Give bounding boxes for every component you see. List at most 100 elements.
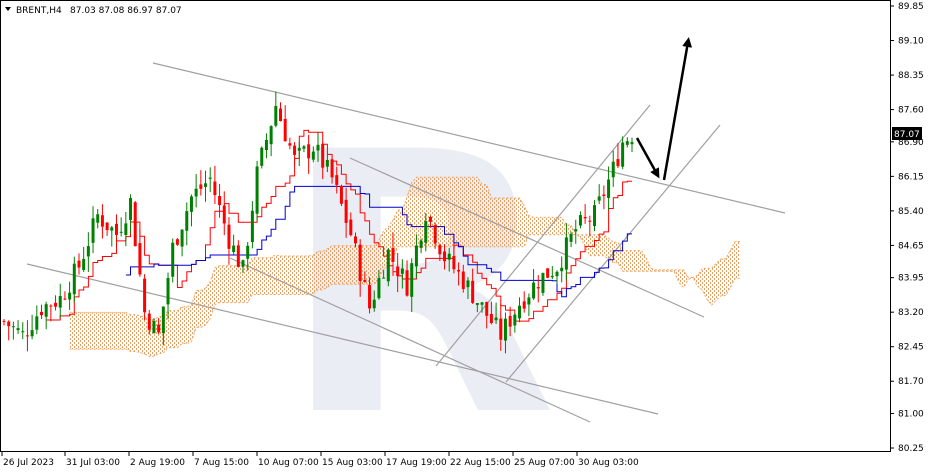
- candle: [236, 240, 240, 268]
- candle: [114, 214, 118, 243]
- candle: [227, 217, 231, 265]
- candle: [532, 269, 536, 300]
- dropdown-triangle-icon[interactable]: [5, 7, 11, 11]
- candle: [250, 201, 254, 249]
- symbol-timeframe[interactable]: BRENT,H4: [16, 6, 62, 16]
- candle: [386, 248, 390, 287]
- candle: [499, 304, 503, 351]
- candle: [152, 318, 156, 334]
- candle: [68, 281, 72, 310]
- candle: [611, 150, 615, 187]
- current-price-label: 87.07: [892, 127, 922, 140]
- candle: [189, 194, 193, 227]
- candle: [372, 290, 376, 312]
- candle: [358, 239, 362, 297]
- y-tick-label: 88.35: [898, 71, 924, 81]
- candle: [180, 229, 184, 257]
- candle: [302, 144, 306, 153]
- candle: [82, 246, 86, 273]
- candle: [602, 185, 606, 210]
- current-price-text: 87.07: [894, 130, 920, 140]
- candle: [39, 304, 43, 319]
- candle: [503, 312, 507, 354]
- candle: [466, 277, 470, 299]
- candle: [321, 141, 325, 180]
- candle: [21, 322, 25, 340]
- candle: [7, 320, 11, 341]
- plot-frame: [0, 0, 891, 452]
- candle: [283, 105, 287, 142]
- candle: [522, 291, 526, 313]
- candle: [578, 211, 582, 229]
- candle: [86, 232, 90, 273]
- candle: [30, 314, 34, 340]
- candle: [199, 170, 203, 196]
- candle: [255, 160, 259, 221]
- chart-header: BRENT,H4 87.03 87.08 86.97 87.07: [5, 6, 182, 16]
- candle: [508, 306, 512, 337]
- candle: [110, 225, 114, 247]
- candle: [400, 259, 404, 289]
- candle: [363, 271, 367, 283]
- y-tick-label: 84.65: [898, 241, 924, 251]
- trend-line: [26, 263, 659, 415]
- ohlc-values: 87.03 87.08 86.97 87.07: [70, 6, 182, 16]
- candle: [513, 313, 517, 333]
- y-tick-label: 81.70: [898, 377, 924, 387]
- x-tick-label: 7 Aug 15:00: [194, 458, 249, 468]
- candle: [405, 260, 409, 297]
- candlestick-series: [2, 91, 634, 354]
- candle: [246, 242, 250, 271]
- candle: [185, 202, 189, 246]
- candle: [204, 170, 208, 202]
- candle: [157, 318, 161, 335]
- x-tick-label: 10 Aug 07:00: [258, 458, 319, 468]
- candle: [232, 234, 236, 255]
- y-tick-label: 85.40: [898, 207, 924, 217]
- candle: [485, 301, 489, 329]
- candle: [35, 305, 39, 335]
- candle: [72, 256, 76, 303]
- tenkan-sen-line: [46, 129, 632, 322]
- candle: [489, 301, 493, 325]
- candle: [161, 306, 165, 346]
- candle: [264, 133, 268, 159]
- senkou-span-b: [69, 234, 740, 357]
- candle: [124, 211, 128, 247]
- candle: [546, 268, 550, 279]
- candle: [54, 295, 58, 311]
- candle: [588, 215, 592, 237]
- candle: [396, 252, 400, 293]
- y-tick-label: 87.60: [898, 106, 924, 116]
- y-tick-label: 80.25: [898, 444, 924, 454]
- y-axis: 89.85 89.10 88.35 87.60 86.90 86.15 85.40 84.65…: [890, 2, 924, 454]
- candle: [555, 270, 559, 285]
- candle: [325, 154, 329, 173]
- candle: [119, 217, 123, 237]
- candle: [457, 262, 461, 286]
- candle: [452, 243, 456, 274]
- candle: [344, 187, 348, 238]
- y-tick-label: 86.15: [898, 172, 924, 182]
- candle: [419, 238, 423, 254]
- forecast-arrows: [635, 37, 693, 181]
- forecast-arrow-down: [635, 137, 660, 179]
- candle: [194, 174, 198, 208]
- x-tick-label: 26 Jul 2023: [3, 458, 54, 468]
- ichimoku-lines: [46, 129, 632, 322]
- candle: [475, 303, 479, 313]
- trend-line: [349, 157, 705, 318]
- candle: [583, 204, 587, 224]
- candle: [536, 275, 540, 303]
- candle: [63, 291, 67, 301]
- y-tick-label: 82.45: [898, 343, 924, 353]
- candle: [311, 146, 315, 163]
- candle: [443, 244, 447, 270]
- candle: [274, 91, 278, 128]
- candle: [560, 256, 564, 283]
- candle: [607, 166, 611, 211]
- kumo-fill: [69, 177, 740, 357]
- candle: [166, 272, 170, 320]
- y-tick-label: 89.85: [898, 2, 924, 12]
- ichimoku-cloud: [69, 176, 740, 357]
